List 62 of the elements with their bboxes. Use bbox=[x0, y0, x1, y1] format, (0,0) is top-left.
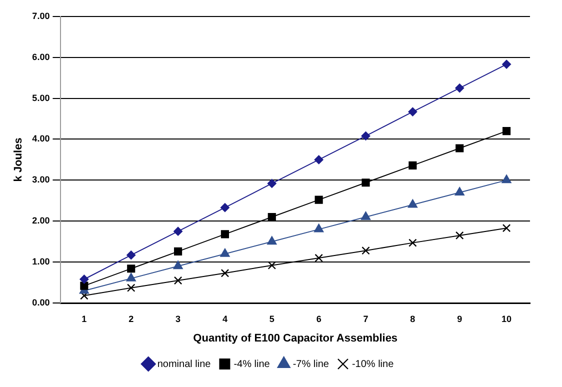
x-tick-label: 5 bbox=[269, 314, 274, 324]
point bbox=[314, 155, 324, 164]
point bbox=[455, 231, 464, 240]
point bbox=[454, 186, 464, 196]
point bbox=[408, 199, 418, 208]
y-tick-label: 5.00 bbox=[32, 92, 50, 103]
point bbox=[80, 274, 89, 284]
x-tick-label: 4 bbox=[222, 314, 228, 324]
point bbox=[502, 127, 511, 136]
x-tick-label: 2 bbox=[128, 314, 134, 324]
point bbox=[362, 246, 370, 255]
point bbox=[174, 247, 182, 256]
point bbox=[267, 178, 276, 188]
legend-label: -10% line bbox=[352, 358, 394, 370]
point bbox=[174, 226, 183, 236]
point bbox=[173, 260, 183, 270]
legend-label: -4% line bbox=[234, 358, 270, 370]
point bbox=[408, 161, 417, 170]
point bbox=[455, 84, 464, 93]
point bbox=[127, 264, 136, 273]
y-tick-label: 4.00 bbox=[32, 134, 50, 144]
legend-label: -7% line bbox=[292, 358, 330, 370]
point bbox=[314, 224, 324, 232]
point bbox=[361, 131, 370, 140]
x-tick-label: 10 bbox=[502, 314, 512, 324]
point bbox=[268, 212, 276, 222]
point bbox=[174, 276, 182, 285]
point bbox=[126, 250, 136, 260]
point bbox=[502, 60, 512, 69]
point bbox=[362, 178, 370, 187]
point bbox=[126, 272, 136, 282]
point bbox=[456, 144, 464, 152]
x-tick-label: 9 bbox=[457, 314, 462, 324]
legend-label: nominal line bbox=[157, 358, 212, 370]
x-tick-label: 6 bbox=[316, 314, 322, 324]
point bbox=[80, 282, 88, 290]
point bbox=[408, 238, 417, 247]
point bbox=[408, 107, 418, 116]
x-tick-label: 8 bbox=[410, 314, 416, 324]
point bbox=[314, 196, 323, 204]
point bbox=[268, 261, 276, 270]
point bbox=[126, 284, 136, 292]
x-tick-label: 7 bbox=[363, 314, 368, 324]
point bbox=[360, 212, 371, 220]
point bbox=[502, 174, 512, 184]
y-tick-label: 7.00 bbox=[32, 10, 50, 21]
point bbox=[220, 248, 230, 257]
point bbox=[220, 230, 229, 238]
y-tick-label: 0.00 bbox=[32, 297, 50, 308]
x-tick-label: 1 bbox=[82, 314, 87, 324]
point bbox=[267, 236, 277, 245]
y-tick-label: 6.00 bbox=[32, 52, 50, 62]
y-axis-title: k Joules bbox=[12, 138, 25, 182]
y-tick-label: 1.00 bbox=[32, 256, 50, 267]
y-tick-label: 2.00 bbox=[32, 216, 50, 226]
y-tick-label: 3.00 bbox=[32, 174, 50, 185]
point bbox=[220, 203, 230, 212]
x-tick-label: 3 bbox=[176, 314, 181, 324]
point bbox=[220, 268, 230, 278]
point bbox=[314, 254, 323, 262]
point bbox=[502, 224, 511, 232]
x-axis-title: Quantity of E100 Capacitor Assemblies bbox=[193, 332, 398, 344]
